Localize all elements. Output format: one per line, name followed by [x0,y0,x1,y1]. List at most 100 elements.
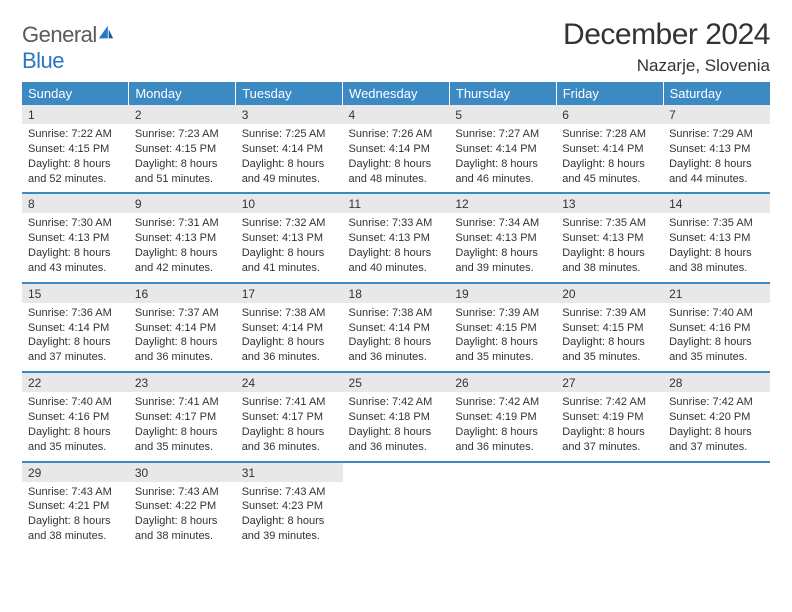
brand-logo: GeneralBlue [22,18,115,74]
day-number-cell: 29 [22,462,129,482]
calendar-head: Sunday Monday Tuesday Wednesday Thursday… [22,82,770,105]
daylight-text2: and 41 minutes. [242,261,337,276]
daylight-text: Daylight: 8 hours [28,246,123,261]
content-row: Sunrise: 7:30 AM Sunset: 4:13 PM Daylight:… [22,213,770,282]
daylight-text2: and 35 minutes. [562,350,657,365]
sunset-text: Sunset: 4:13 PM [669,142,764,157]
sunrise-text: Sunrise: 7:27 AM [455,127,550,142]
daylight-text: Daylight: 8 hours [455,157,550,172]
daylight-text2: and 36 minutes. [135,350,230,365]
page-header: GeneralBlue December 2024 Nazarje, Slove… [22,18,770,76]
day-content-cell: Sunrise: 7:26 AMSunset: 4:14 PMDaylight:… [343,124,450,193]
daylight-text2: and 39 minutes. [455,261,550,276]
daylight-text2: and 38 minutes. [135,529,230,544]
sunrise-text: Sunrise: 7:30 AM [28,216,123,231]
sunset-text: Sunset: 4:14 PM [242,321,337,336]
sunset-text: Sunset: 4:21 PM [28,499,123,514]
sunrise-text: Sunrise: 7:37 AM [135,306,230,321]
location-label: Nazarje, Slovenia [563,56,770,76]
daylight-text: Daylight: 8 hours [455,335,550,350]
sunrise-text: Sunrise: 7:43 AM [28,485,123,500]
day-content-cell: Sunrise: 7:35 AMSunset: 4:13 PMDaylight:… [556,213,663,282]
day-content-cell [556,482,663,550]
daylight-text2: and 45 minutes. [562,172,657,187]
daylight-text: Daylight: 8 hours [562,425,657,440]
day-number-cell: 8 [22,193,129,213]
daylight-text2: and 35 minutes. [135,440,230,455]
day-content-cell: Sunrise: 7:38 AMSunset: 4:14 PMDaylight:… [343,303,450,372]
sunrise-text: Sunrise: 7:34 AM [455,216,550,231]
daylight-text2: and 36 minutes. [455,440,550,455]
day-number-cell: 3 [236,105,343,124]
day-number-cell: 12 [449,193,556,213]
day-number-cell: 18 [343,283,450,303]
sunset-text: Sunset: 4:23 PM [242,499,337,514]
sunset-text: Sunset: 4:15 PM [562,321,657,336]
sunset-text: Sunset: 4:14 PM [349,142,444,157]
daynum-row: 1234567 [22,105,770,124]
daylight-text: Daylight: 8 hours [242,514,337,529]
day-content-cell [663,482,770,550]
weekday-header: Monday [129,82,236,105]
day-number-cell: 1 [22,105,129,124]
weekday-header: Friday [556,82,663,105]
daylight-text: Daylight: 8 hours [135,514,230,529]
sunset-text: Sunset: 4:14 PM [349,321,444,336]
sunset-text: Sunset: 4:13 PM [562,231,657,246]
day-content-cell: Sunrise: 7:39 AMSunset: 4:15 PMDaylight:… [556,303,663,372]
calendar-body: 1234567Sunrise: 7:22 AMSunset: 4:15 PMDa… [22,105,770,550]
sunrise-text: Sunrise: 7:41 AM [135,395,230,410]
sunset-text: Sunset: 4:13 PM [349,231,444,246]
sunrise-text: Sunrise: 7:23 AM [135,127,230,142]
day-content-cell: Sunrise: 7:33 AMSunset: 4:13 PMDaylight:… [343,213,450,282]
daylight-text: Daylight: 8 hours [135,157,230,172]
day-number-cell: 17 [236,283,343,303]
daynum-row: 891011121314 [22,193,770,213]
daylight-text2: and 38 minutes. [669,261,764,276]
day-number-cell: 26 [449,372,556,392]
sunset-text: Sunset: 4:16 PM [669,321,764,336]
brand-text: GeneralBlue [22,22,115,74]
sunset-text: Sunset: 4:14 PM [28,321,123,336]
day-content-cell: Sunrise: 7:40 AMSunset: 4:16 PMDaylight:… [663,303,770,372]
calendar-table: Sunday Monday Tuesday Wednesday Thursday… [22,82,770,550]
sunset-text: Sunset: 4:22 PM [135,499,230,514]
day-content-cell: Sunrise: 7:42 AMSunset: 4:19 PMDaylight:… [449,392,556,461]
daylight-text: Daylight: 8 hours [242,335,337,350]
day-number-cell: 16 [129,283,236,303]
sunset-text: Sunset: 4:14 PM [455,142,550,157]
weekday-header: Saturday [663,82,770,105]
daylight-text2: and 46 minutes. [455,172,550,187]
daylight-text2: and 39 minutes. [242,529,337,544]
daylight-text2: and 48 minutes. [349,172,444,187]
day-content-cell: Sunrise: 7:38 AMSunset: 4:14 PMDaylight:… [236,303,343,372]
daylight-text: Daylight: 8 hours [28,157,123,172]
day-content-cell: Sunrise: 7:30 AMSunset: 4:13 PMDaylight:… [22,213,129,282]
daylight-text2: and 38 minutes. [562,261,657,276]
content-row: Sunrise: 7:43 AMSunset: 4:21 PM Daylight:… [22,482,770,550]
sunset-text: Sunset: 4:14 PM [135,321,230,336]
day-content-cell: Sunrise: 7:23 AMSunset: 4:15 PMDaylight:… [129,124,236,193]
day-content-cell: Sunrise: 7:27 AMSunset: 4:14 PMDaylight:… [449,124,556,193]
sunset-text: Sunset: 4:19 PM [562,410,657,425]
day-content-cell: Sunrise: 7:43 AMSunset: 4:21 PMDaylight:… [22,482,129,550]
daylight-text2: and 51 minutes. [135,172,230,187]
day-content-cell: Sunrise: 7:22 AMSunset: 4:15 PMDaylight:… [22,124,129,193]
day-number-cell [556,462,663,482]
day-content-cell: Sunrise: 7:31 AMSunset: 4:13 PMDaylight:… [129,213,236,282]
day-content-cell: Sunrise: 7:25 AMSunset: 4:14 PMDaylight:… [236,124,343,193]
month-title: December 2024 [563,18,770,52]
daylight-text2: and 44 minutes. [669,172,764,187]
day-content-cell: Sunrise: 7:28 AMSunset: 4:14 PMDaylight:… [556,124,663,193]
daylight-text2: and 36 minutes. [349,350,444,365]
day-number-cell: 20 [556,283,663,303]
sunset-text: Sunset: 4:19 PM [455,410,550,425]
sunset-text: Sunset: 4:20 PM [669,410,764,425]
day-number-cell: 21 [663,283,770,303]
day-number-cell: 14 [663,193,770,213]
daylight-text2: and 35 minutes. [28,440,123,455]
sunset-text: Sunset: 4:14 PM [562,142,657,157]
daylight-text2: and 38 minutes. [28,529,123,544]
daylight-text: Daylight: 8 hours [28,335,123,350]
day-content-cell: Sunrise: 7:41 AMSunset: 4:17 PMDaylight:… [129,392,236,461]
